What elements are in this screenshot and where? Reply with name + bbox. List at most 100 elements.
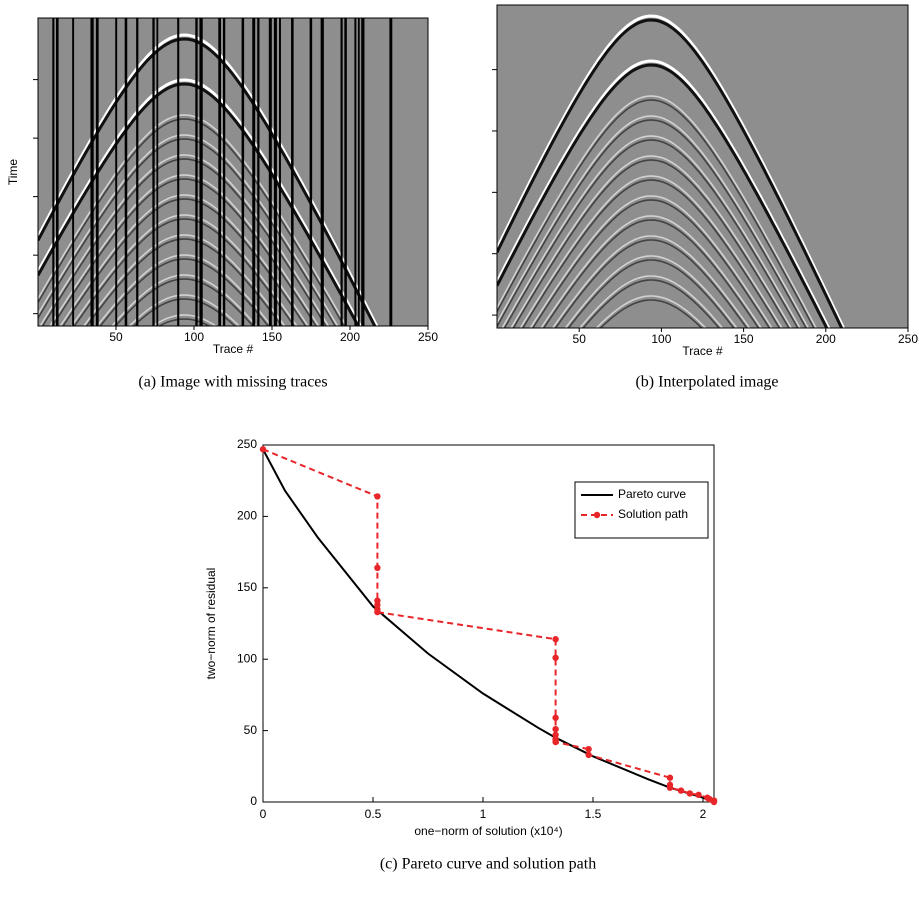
- reflection: [96, 254, 273, 326]
- x-tick-label: 0.5: [365, 807, 382, 821]
- reflection: [542, 219, 760, 328]
- reflection: [521, 179, 781, 328]
- reflection: [497, 18, 844, 328]
- x-tick-label: 2: [700, 807, 707, 821]
- reflection: [582, 279, 721, 328]
- missing-trace: [222, 18, 226, 326]
- reflection: [567, 259, 735, 328]
- point: [686, 790, 693, 797]
- point: [552, 738, 559, 746]
- reflection: [38, 78, 363, 326]
- reflection: [531, 199, 771, 328]
- missing-trace: [136, 18, 139, 326]
- x-tick-label: 1.5: [585, 807, 602, 821]
- reflection: [157, 318, 211, 326]
- axes-box: [496, 4, 909, 329]
- missing-trace: [344, 18, 347, 326]
- missing-trace: [152, 18, 155, 326]
- reflection: [554, 239, 748, 328]
- reflection: [38, 82, 360, 326]
- legend-box: [574, 481, 709, 539]
- legend-label: Pareto curve: [618, 487, 686, 501]
- reflection: [111, 274, 258, 326]
- missing-trace: [354, 18, 357, 326]
- point: [710, 798, 718, 806]
- x-tick-label: 1: [480, 807, 487, 821]
- legend-marker: [593, 511, 601, 519]
- reflection: [512, 159, 790, 328]
- reflection: [62, 198, 307, 326]
- y-tick-label: 50: [244, 723, 258, 737]
- reflection: [497, 119, 807, 328]
- missing-trace: [199, 18, 203, 326]
- x-tick-label: 250: [418, 330, 438, 344]
- reflection: [132, 298, 236, 326]
- reflection: [529, 195, 773, 328]
- y-tick-label: 250: [237, 437, 257, 451]
- missing-trace: [279, 18, 281, 326]
- reflection: [70, 214, 298, 326]
- point: [695, 791, 702, 799]
- reflection: [497, 59, 831, 328]
- missing-trace: [124, 18, 128, 326]
- reflection: [99, 258, 270, 326]
- y-axis-label: Time: [6, 159, 20, 186]
- missing-trace: [268, 18, 272, 326]
- missing-trace: [273, 18, 277, 326]
- y-axis-label: two−norm of residual: [204, 568, 218, 680]
- x-tick-label: 200: [816, 332, 836, 346]
- point: [585, 745, 592, 753]
- legend-label: Solution path: [618, 507, 688, 521]
- y-tick-label: 150: [237, 580, 257, 594]
- point: [666, 774, 674, 781]
- point: [374, 493, 381, 500]
- reflection: [82, 234, 286, 326]
- caption: (b) Interpolated image: [635, 374, 778, 391]
- reflection: [595, 295, 707, 328]
- x-axis-label: Trace #: [213, 342, 254, 356]
- reflection: [497, 99, 815, 328]
- reflection: [564, 255, 738, 328]
- y-tick-label: 200: [237, 509, 257, 523]
- missing-trace: [361, 18, 365, 326]
- reflection: [128, 294, 241, 326]
- point: [585, 751, 592, 759]
- point: [552, 654, 559, 661]
- x-tick-label: 0: [260, 807, 267, 821]
- reflection: [497, 63, 829, 328]
- point: [666, 784, 674, 791]
- reflection: [39, 154, 330, 326]
- reflection: [114, 278, 255, 326]
- missing-trace: [177, 18, 180, 326]
- missing-trace: [156, 18, 159, 326]
- missing-trace: [95, 18, 99, 326]
- missing-trace: [309, 18, 313, 326]
- reflection: [540, 215, 763, 328]
- missing-trace: [291, 18, 294, 326]
- missing-trace: [320, 18, 324, 326]
- reflection: [510, 155, 793, 328]
- missing-trace: [195, 18, 198, 326]
- reflection: [578, 275, 724, 328]
- reflection: [497, 95, 817, 328]
- point: [259, 446, 267, 453]
- reflection: [38, 138, 337, 326]
- point: [677, 787, 685, 794]
- missing-trace: [389, 18, 393, 326]
- reflection: [41, 158, 327, 326]
- reflection: [497, 14, 846, 328]
- x-tick-label: 100: [184, 330, 204, 344]
- x-tick-label: 50: [573, 332, 587, 346]
- reflection: [551, 235, 751, 328]
- point: [374, 608, 381, 616]
- x-tick-label: 250: [898, 332, 918, 346]
- axes-box: [37, 17, 429, 327]
- missing-trace: [52, 18, 55, 326]
- reflection: [38, 118, 345, 326]
- missing-trace: [90, 18, 94, 326]
- missing-trace: [56, 18, 59, 326]
- seismic-image: [497, 5, 908, 328]
- x-tick-label: 200: [340, 330, 360, 344]
- missing-trace: [340, 18, 343, 326]
